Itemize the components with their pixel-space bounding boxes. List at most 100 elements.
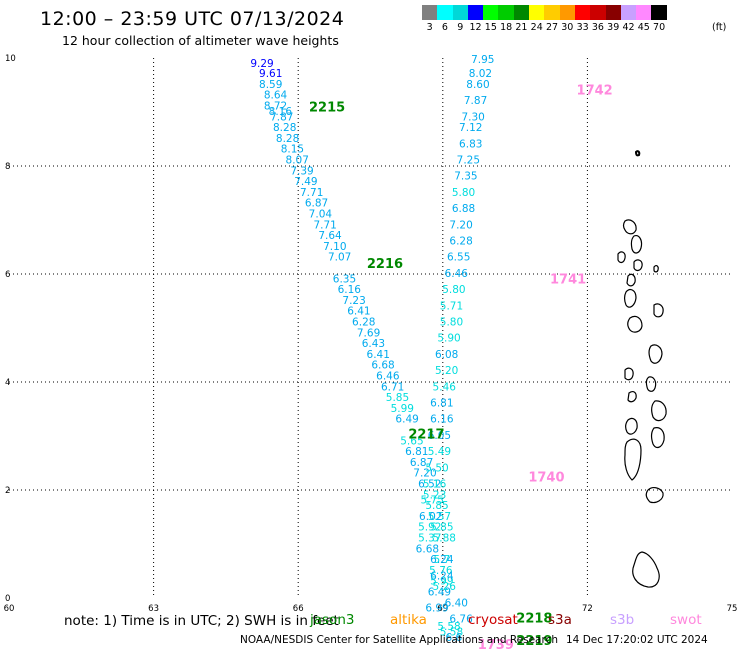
x-tick-label: 63: [148, 604, 159, 614]
swh-value: 7.23: [342, 295, 365, 307]
swh-value: 7.87: [464, 95, 487, 107]
color-scale-label: 9: [457, 22, 464, 33]
color-swatch: [590, 5, 606, 20]
swh-value: 6.49: [395, 414, 418, 426]
swh-value: 6.43: [362, 338, 385, 350]
swh-value: 5.71: [440, 300, 463, 312]
swh-value: 8.64: [264, 90, 288, 102]
swh-value: 5.58: [437, 621, 460, 633]
color-swatch: [437, 5, 453, 20]
color-swatch: [452, 5, 468, 20]
color-scale-label: 70: [653, 22, 666, 33]
island-outline: [624, 367, 634, 381]
swh-value: 8.16: [269, 106, 293, 118]
island-outline: [651, 427, 665, 449]
satellite-swot: swot: [670, 612, 702, 628]
satellite-s3b: s3b: [610, 612, 635, 628]
island-outline: [630, 235, 643, 254]
color-scale-labels: 3 6 9 12 15 18 21 24 27 30 33 36 39 42 45 70: [422, 22, 667, 34]
swh-value: 5.85: [430, 522, 453, 534]
swh-value: 6.16: [338, 284, 362, 296]
y-tick-label: 8: [5, 162, 10, 172]
color-swatch: [574, 5, 591, 20]
pass-number-label: 1742: [577, 83, 613, 98]
swh-value: 8.02: [469, 68, 492, 80]
island-outline: [627, 391, 637, 403]
swh-value: 5.92: [418, 522, 441, 534]
pass-number-label: 2215: [309, 101, 345, 116]
swh-value: 5.20: [435, 365, 458, 377]
altimeter-tracks: 9.299.618.598.648.728.167.878.288.288.15…: [250, 54, 494, 644]
map-title: 12:00 – 23:59 UTC 07/13/2024: [40, 8, 345, 30]
island-outline: [653, 264, 659, 273]
color-scale-unit: (ft): [712, 22, 727, 33]
swh-value: 7.12: [459, 122, 482, 134]
swh-value: 5.46: [433, 381, 457, 393]
swh-value: 5.7: [433, 554, 450, 566]
color-swatch: [651, 5, 667, 20]
island-outline: [617, 251, 626, 264]
pass-number-label: 1739: [478, 638, 514, 650]
swh-value: 5.37: [418, 533, 441, 545]
swh-value: 5.76: [429, 565, 453, 577]
color-scale-label: 3: [426, 22, 433, 33]
y-tick-label: 0: [5, 594, 10, 604]
swh-value: 6.35: [333, 273, 356, 285]
color-swatch: [605, 5, 621, 20]
y-tick-label: 2: [5, 486, 10, 496]
pass-number-label: 2216: [367, 257, 403, 272]
island-outline: [625, 417, 638, 435]
swh-value: 6.87: [305, 198, 328, 210]
swh-value: 6.68: [416, 543, 439, 555]
swh-value: 5.99: [391, 403, 414, 415]
island-outline: [645, 376, 657, 392]
swh-value: 5.49: [428, 446, 451, 458]
swh-value: 6.81: [405, 446, 428, 458]
swh-value: 6.46: [445, 268, 469, 280]
swh-value: 6.40: [445, 597, 468, 609]
swh-value: 7.69: [357, 327, 380, 339]
color-swatch: [620, 5, 637, 20]
pass-number-label: 2218: [516, 611, 552, 626]
swh-value: 6.55: [447, 252, 470, 264]
swh-value: 5.88: [433, 533, 456, 545]
swh-value: 7.07: [328, 252, 351, 264]
y-tick-label: 4: [5, 378, 10, 388]
island-outline: [648, 344, 663, 364]
color-swatch: [513, 5, 530, 20]
island-outline: [624, 438, 642, 481]
color-scale-bar: [422, 5, 667, 20]
swh-value: 5.75: [421, 495, 444, 507]
color-scale-label: 12: [469, 22, 482, 33]
swh-value: 8.59: [259, 79, 282, 91]
y-tick-label: 6: [5, 270, 10, 280]
color-swatch: [422, 5, 438, 20]
swh-value: 7.35: [454, 171, 477, 183]
swh-value: 6.68: [371, 360, 394, 372]
color-scale-label: 24: [530, 22, 543, 33]
satellite-altika: altika: [390, 612, 427, 628]
color-scale-label: 21: [515, 22, 528, 33]
color-scale-label: 45: [637, 22, 650, 33]
swh-value: 5.57: [428, 511, 451, 523]
swh-value: 6.6: [446, 632, 463, 644]
color-scale-label: 6: [441, 22, 448, 33]
swh-value: 7.10: [323, 241, 346, 253]
color-scale-label: 33: [576, 22, 589, 33]
island-outline: [634, 150, 641, 157]
swh-value: 6.71: [381, 381, 404, 393]
swh-value: 7.95: [471, 54, 494, 66]
color-swatch: [498, 5, 514, 20]
swh-value: 6.52: [418, 479, 441, 491]
note-text: note: 1) Time is in UTC; 2) SWH is in fe…: [64, 613, 339, 629]
satellite-cryosat: cryosat: [468, 612, 518, 628]
x-tick-label: 69: [437, 604, 448, 614]
swh-value: 7.71: [313, 219, 336, 231]
island-outline: [633, 259, 643, 272]
island-outline: [622, 219, 637, 235]
swh-value: 7.39: [290, 165, 313, 177]
color-swatch: [636, 5, 652, 20]
y-tick-label: 10: [5, 54, 16, 64]
swh-value: 9.29: [250, 58, 273, 70]
